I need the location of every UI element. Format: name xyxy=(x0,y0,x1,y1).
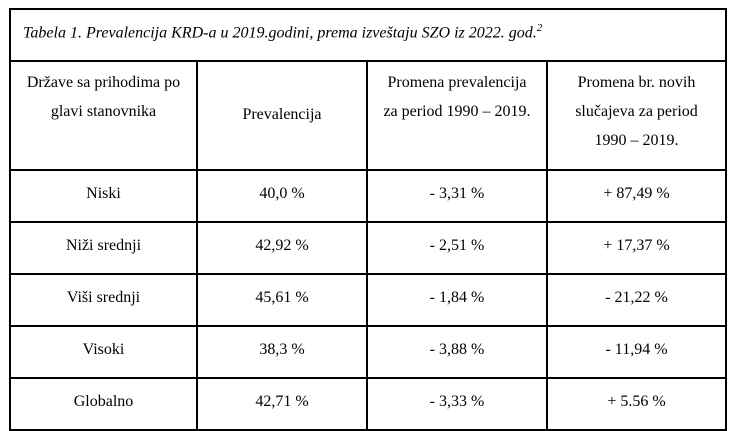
prevalence-table: Tabela 1. Prevalencija KRD-a u 2019.godi… xyxy=(9,8,727,431)
table-row-visoki: Visoki 38,3 % - 3,88 % - 11,94 % xyxy=(9,325,727,379)
cell-group-name: Globalno xyxy=(9,377,198,431)
table-row-visi-srednji: Viši srednji 45,61 % - 1,84 % - 21,22 % xyxy=(9,273,727,327)
header-prevalence: Prevalencija xyxy=(196,60,368,171)
cell-group-name: Niži srednji xyxy=(9,221,198,275)
cell-new-cases-change: - 21,22 % xyxy=(546,273,727,327)
table-title-text: Tabela 1. Prevalencija KRD-a u 2019.godi… xyxy=(23,24,537,42)
header-prevalence-change: Promena prevalencija za period 1990 – 20… xyxy=(366,60,548,171)
cell-group-name: Viši srednji xyxy=(9,273,198,327)
table-title-superscript: 2 xyxy=(536,21,543,34)
header-row: Države sa prihodima po glavi stanovnika … xyxy=(9,60,727,171)
cell-group-name: Visoki xyxy=(9,325,198,379)
cell-prevalence: 42,71 % xyxy=(196,377,368,431)
title-row: Tabela 1. Prevalencija KRD-a u 2019.godi… xyxy=(9,8,727,62)
table-title: Tabela 1. Prevalencija KRD-a u 2019.godi… xyxy=(9,8,727,62)
cell-new-cases-change: + 5.56 % xyxy=(546,377,727,431)
cell-group-name: Niski xyxy=(9,169,198,223)
header-income-groups: Države sa prihodima po glavi stanovnika xyxy=(9,60,198,171)
table-sheet: Tabela 1. Prevalencija KRD-a u 2019.godi… xyxy=(9,8,727,431)
table-row-niski: Niski 40,0 % - 3,31 % + 87,49 % xyxy=(9,169,727,223)
cell-prevalence: 45,61 % xyxy=(196,273,368,327)
cell-new-cases-change: - 11,94 % xyxy=(546,325,727,379)
cell-prevalence-change: - 3,33 % xyxy=(366,377,548,431)
cell-prevalence: 40,0 % xyxy=(196,169,368,223)
cell-prevalence: 38,3 % xyxy=(196,325,368,379)
table-row-globalno: Globalno 42,71 % - 3,33 % + 5.56 % xyxy=(9,377,727,431)
document-page: { "title": { "text": "Tabela 1. Prevalen… xyxy=(9,8,727,431)
cell-prevalence-change: - 1,84 % xyxy=(366,273,548,327)
cell-new-cases-change: + 87,49 % xyxy=(546,169,727,223)
header-new-cases-change: Promena br. novih slučajeva za period 19… xyxy=(546,60,727,171)
cell-prevalence-change: - 3,31 % xyxy=(366,169,548,223)
cell-prevalence: 42,92 % xyxy=(196,221,368,275)
cell-new-cases-change: + 17,37 % xyxy=(546,221,727,275)
cell-prevalence-change: - 2,51 % xyxy=(366,221,548,275)
table-row-nizi-srednji: Niži srednji 42,92 % - 2,51 % + 17,37 % xyxy=(9,221,727,275)
cell-prevalence-change: - 3,88 % xyxy=(366,325,548,379)
